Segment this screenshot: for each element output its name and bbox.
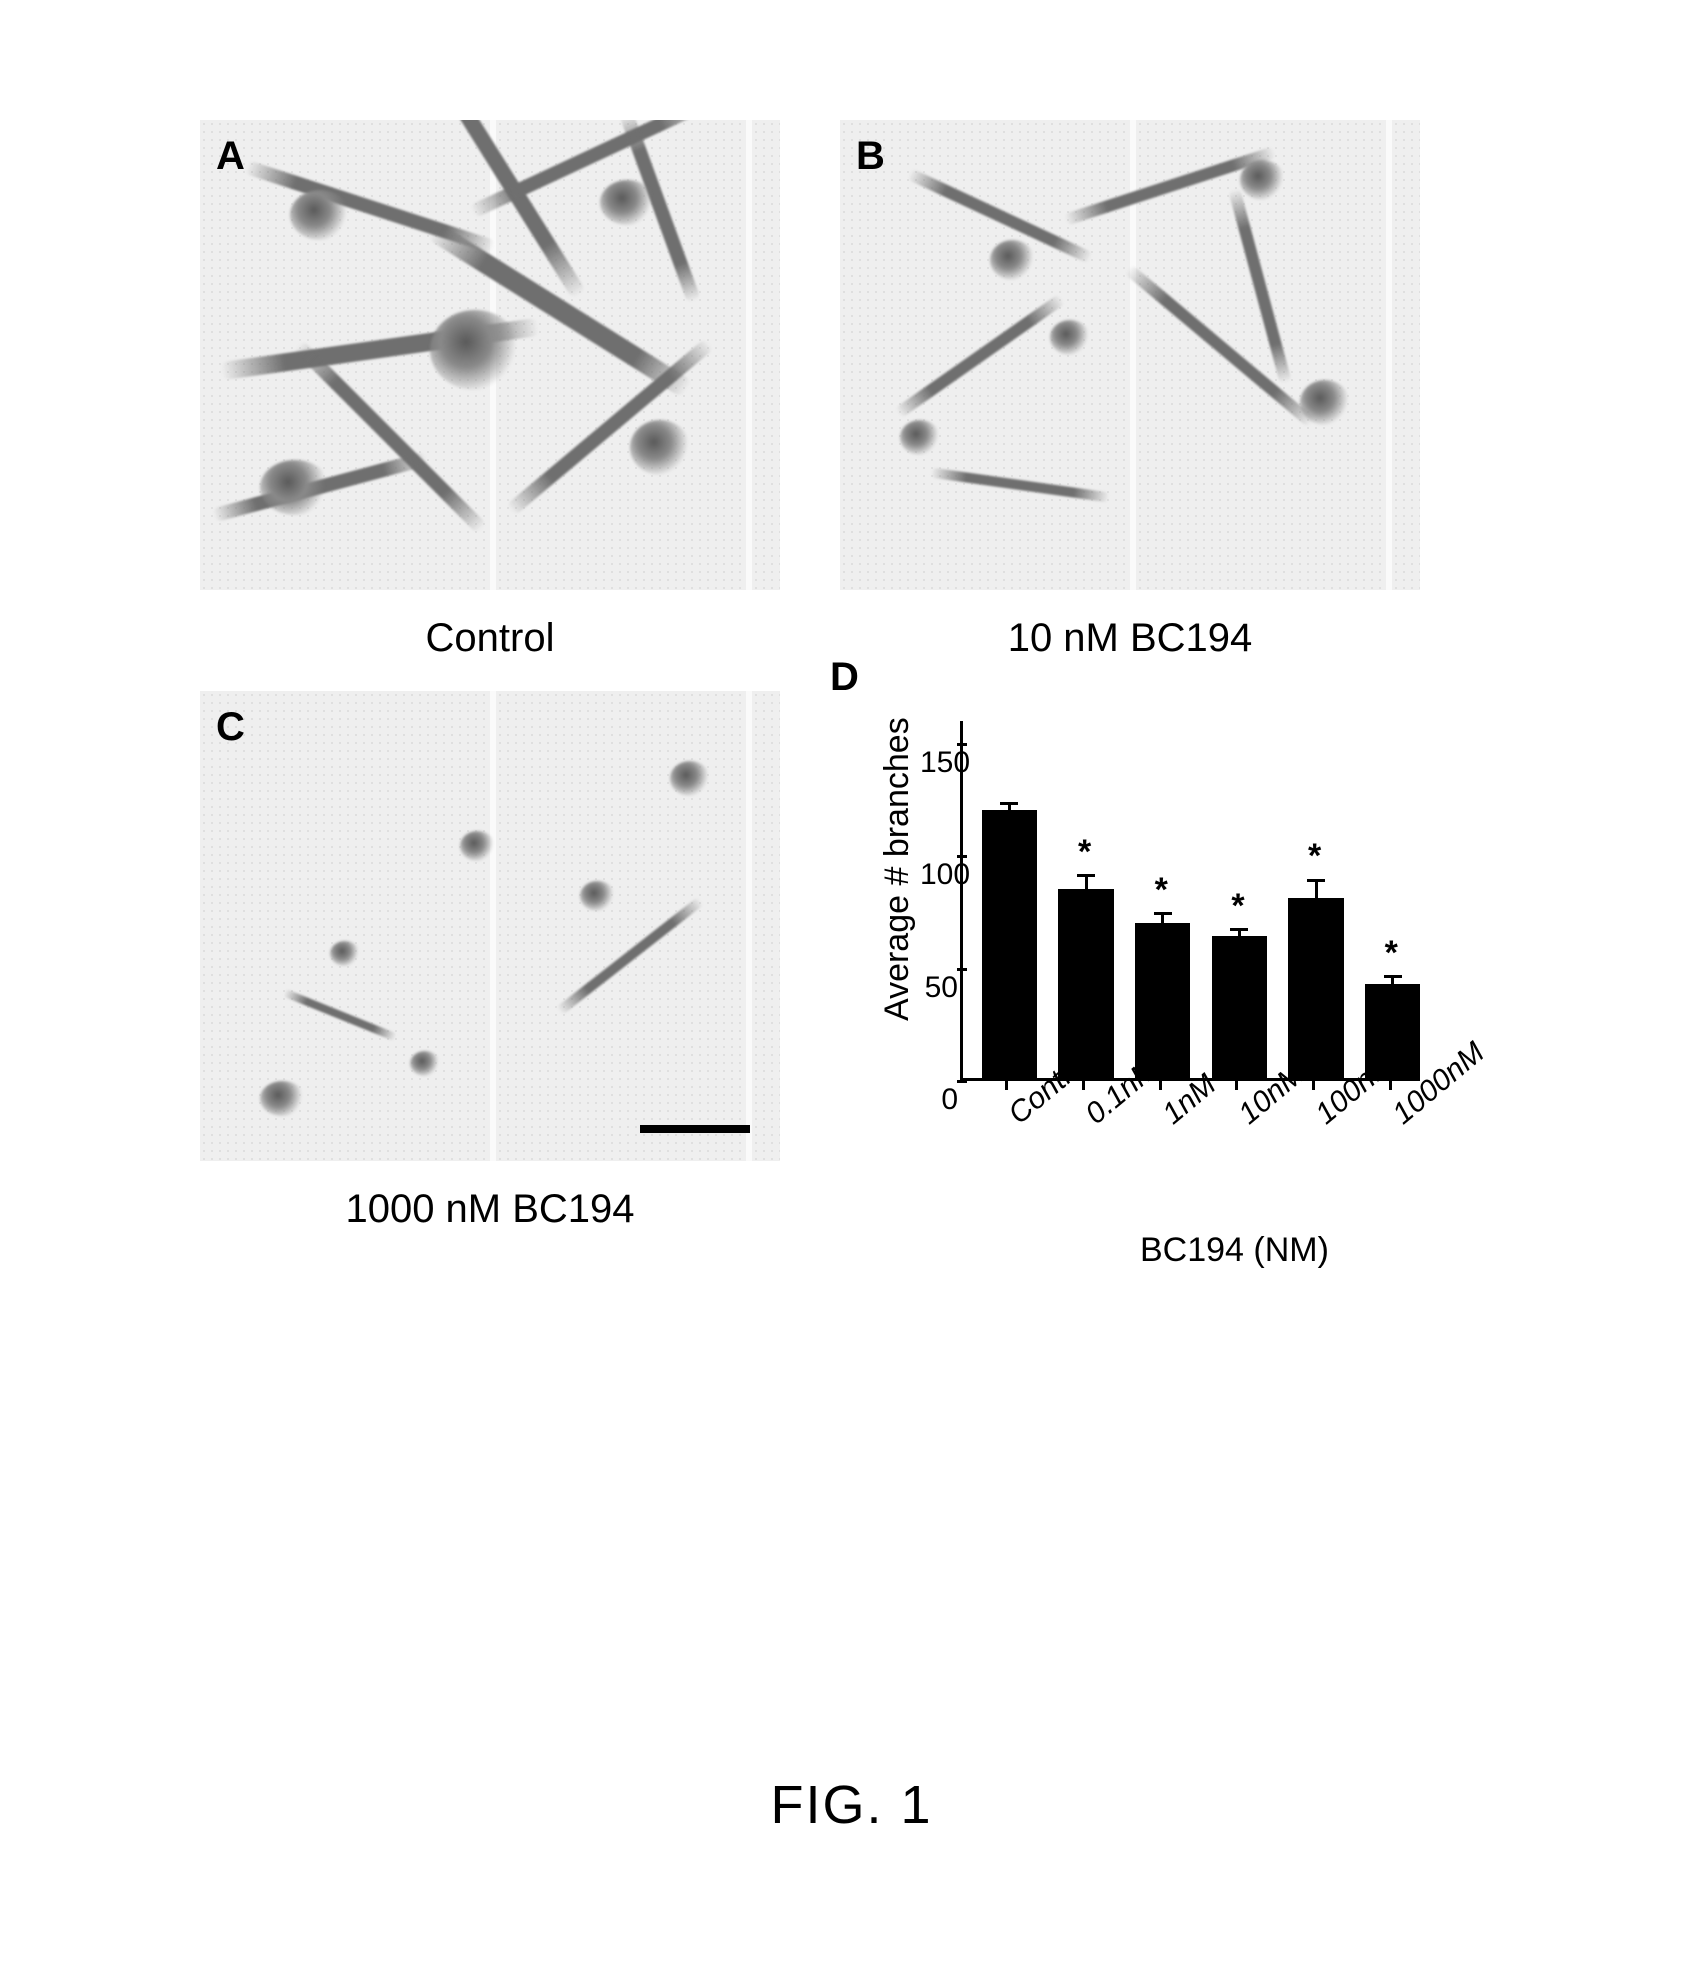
cell-node [290,190,350,240]
x-tick-mark [1312,1081,1315,1090]
y-axis-label: Average # branches [878,717,917,1021]
stitch-line [1386,120,1392,590]
micrograph-c: C [200,691,780,1161]
error-bar [1315,880,1318,898]
error-cap [1230,928,1248,931]
cell-node [670,761,710,796]
panel-letter-d: D [830,655,859,700]
scale-bar [640,1125,750,1133]
x-tick-mark [1235,1081,1238,1090]
x-tick-label: 10nM [1233,1099,1263,1131]
cell-node [430,310,520,390]
cell-node [460,831,495,861]
stitch-line [746,691,752,1161]
error-cap [1000,802,1018,805]
y-tick-label: 150 [920,746,958,780]
panel-c: C 1000 nM BC194 [200,691,780,1271]
panel-letter-b: B [856,134,885,179]
error-cap [1077,874,1095,877]
figure-label: FIG. 1 [770,1774,932,1836]
error-bar [1085,876,1088,890]
y-tick-label: 100 [920,858,958,892]
row-top: A Control B 10 nM BC19 [200,120,1500,661]
significance-marker: * [1078,833,1091,872]
micrograph-a: A [200,120,780,590]
error-cap [1307,879,1325,882]
panel-caption-b: 10 nM BC194 [840,616,1420,661]
bar [1212,936,1267,1078]
error-cap [1154,912,1172,915]
cell-node [580,881,615,911]
cell-node [1050,320,1090,355]
panel-b: B 10 nM BC194 [840,120,1420,661]
x-tick-mark [1389,1081,1392,1090]
x-axis-label: BC194 (NM) [1140,1231,1329,1270]
panel-caption-a: Control [200,616,780,661]
bar [1288,898,1343,1078]
x-tick-label: 100nM [1309,1099,1339,1131]
cell-node [630,420,690,475]
stitch-line [490,691,496,1161]
panel-letter-a: A [216,134,245,179]
x-tick-label: 1000nM [1386,1099,1416,1131]
x-tick-label: Control [1003,1099,1033,1131]
significance-marker: * [1385,934,1398,973]
cell-node [1240,160,1285,200]
x-tick-label: 0.1nM [1079,1099,1109,1131]
panel-a: A Control [200,120,780,661]
significance-marker: * [1231,887,1244,926]
y-tick-label: 50 [920,971,958,1005]
error-cap [1384,975,1402,978]
significance-marker: * [1308,837,1321,876]
row-bottom: C 1000 nM BC194 D Average # branches 050… [200,691,1500,1271]
cell-node [260,1081,305,1116]
micrograph-b: B [840,120,1420,590]
plot-area: * * * * * [960,721,1420,1081]
panel-d: D Average # branches 050100150 ***** Con… [840,691,1460,1271]
cell-node [1300,380,1350,425]
cell-node [260,460,330,515]
cell-node [330,941,360,966]
cell-node [410,1051,440,1076]
y-tick-label: 0 [920,1083,958,1117]
x-tick-label: 1nM [1156,1099,1186,1131]
x-tick-mark [1005,1081,1008,1090]
cell-node [990,240,1035,280]
x-tick-mark [1159,1081,1162,1090]
figure-1: A Control B 10 nM BC19 [200,120,1500,1291]
bar-chart: D Average # branches 050100150 ***** Con… [840,691,1460,1271]
bar [982,810,1037,1078]
stitch-line [746,120,752,590]
cell-node [600,180,655,225]
x-tick-mark [1082,1081,1085,1090]
cell-node [900,420,940,455]
panel-letter-c: C [216,705,245,750]
panel-caption-c: 1000 nM BC194 [200,1187,780,1232]
significance-marker: * [1155,871,1168,910]
